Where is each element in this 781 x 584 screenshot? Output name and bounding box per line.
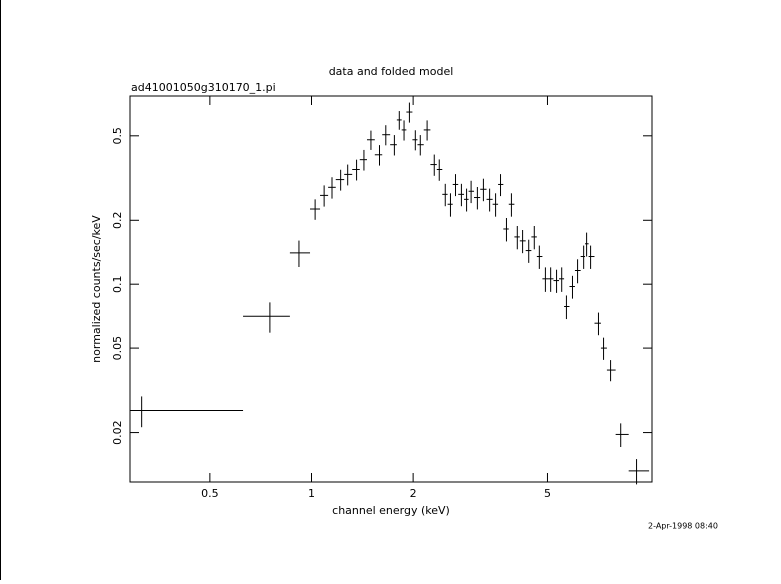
plot-frame: [129, 95, 653, 483]
y-tick-label: 0.05: [111, 336, 124, 361]
x-tick-label: 0.5: [201, 487, 219, 500]
chart-title: data and folded model: [329, 65, 454, 78]
x-axis-label: channel energy (keV): [332, 504, 450, 517]
y-axis-label: normalized counts/sec/keV: [90, 215, 103, 363]
x-tick-label: 1: [308, 487, 315, 500]
y-tick-label: 0.1: [111, 275, 124, 293]
y-tick-label: 0.02: [111, 420, 124, 445]
x-tick-label: 2: [410, 487, 417, 500]
y-tick-label: 0.5: [111, 127, 124, 145]
y-tick-label: 0.2: [111, 212, 124, 230]
timestamp: 2-Apr-1998 08:40: [648, 522, 718, 531]
x-tick-label: 5: [544, 487, 551, 500]
chart-subtitle: ad41001050g310170_1.pi: [131, 81, 276, 94]
